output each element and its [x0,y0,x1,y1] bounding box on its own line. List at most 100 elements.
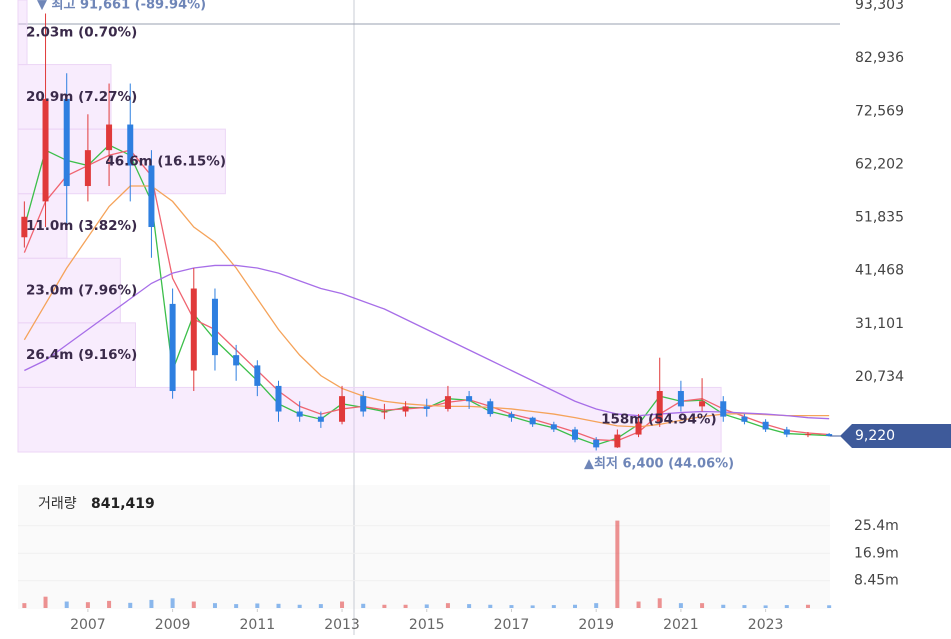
candle-body [677,391,684,407]
candle-body [762,421,769,430]
volume-bar [657,598,662,608]
volume-bar [361,603,366,608]
volume-bar [615,520,620,608]
x-tick-label: 2021 [663,617,699,633]
volume-tick-label: 25.4m [854,518,899,534]
profile-label: 26.4m (9.16%) [26,347,137,363]
profile-label: 20.9m (7.27%) [26,89,137,105]
volume-bar [170,598,175,608]
x-tick-label: 2013 [324,617,360,633]
candle-body [296,411,303,417]
candle-body [699,401,706,407]
volume-bar [467,604,472,608]
volume-tick-label: 8.45m [854,573,899,589]
candle-body [317,416,324,422]
volume-bar [551,605,556,608]
volume-current: 841,419 [91,496,155,512]
volume-bar [403,604,408,608]
volume-bar [827,605,832,608]
candle-body [635,421,642,435]
volume-bars [22,520,832,608]
candle-body [63,98,70,187]
volume-bar [234,604,239,608]
candle-body [508,414,515,418]
volume-bar [191,601,196,608]
volume-bar [805,604,810,608]
candle-body [826,434,833,437]
volume-bar [573,604,578,608]
profile-bar [17,257,121,324]
volume-tick-label: 16.9m [854,545,899,561]
x-tick-label: 2023 [748,617,784,633]
candle-body [550,424,557,430]
volume-bar [530,605,535,608]
volume-bar [763,605,768,608]
volume-bar [784,605,789,608]
candle-body [529,417,536,425]
volume-title: 거래량 [38,496,77,512]
volume-bar [742,605,747,608]
volume-bar [445,603,450,608]
candle-body [106,124,113,151]
candle-body [466,396,473,402]
y-tick-label: 62,202 [855,156,904,172]
volume-bar [509,605,514,608]
candle-body [190,288,197,371]
candle-body [402,406,409,412]
volume-bar [594,603,599,608]
volume-bar [678,603,683,608]
volume-bar [43,596,48,608]
y-tick-label: 41,468 [855,263,904,279]
volume-panel-bg [18,485,830,609]
profile-label: 2.03m (0.70%) [26,24,137,40]
profile-bar [17,322,136,388]
volume-bar [488,604,493,608]
y-tick-label: 51,835 [855,210,904,226]
x-tick-label: 2007 [70,617,106,633]
profile-bar [17,0,28,66]
profile-bar [17,128,226,195]
low-annotation: ▲최저 6,400 (44.06%) [584,457,734,472]
y-tick-label: 20,734 [855,369,904,385]
candle-body [593,439,600,448]
candle-body [360,396,367,412]
y-tick-label: 31,101 [855,316,904,332]
volume-bar [636,601,641,608]
candle-body [487,401,494,415]
volume-bar [255,603,260,608]
x-tick-label: 2019 [578,617,614,633]
x-tick-label: 2009 [155,617,191,633]
last-price-badge [840,424,951,449]
volume-bar [700,603,705,608]
x-tick-label: 2015 [409,617,445,633]
profile-label: 158m (54.94%) [601,412,717,428]
high-annotation: ▼ 최고 91,661 (-89.94%) [37,0,206,13]
grid [18,525,830,612]
candle-body [84,150,91,187]
x-tick-label: 2017 [494,617,530,633]
volume-bar [85,602,90,608]
volume-bar [721,604,726,608]
volume-bar [22,603,27,608]
last-price-label: 9,220 [855,428,895,444]
candle-body [339,396,346,422]
profile-label: 11.0m (3.82%) [26,218,137,234]
candle-body [741,416,748,422]
volume-bar [297,604,302,608]
candle-body [21,216,28,238]
labels: 93,303 82,936 72,569 62,202 51,835 41,468 31,1… [26,0,951,633]
candle-body [211,298,218,356]
volume-bar [424,604,429,608]
y-tick-label: 82,936 [855,50,904,66]
profile-label: 23.0m (7.96%) [26,283,137,299]
candle-body [423,406,430,409]
x-tick-label: 2011 [240,617,276,633]
volume-bar [340,601,345,608]
candle-body [42,98,49,202]
candle-body [169,303,176,392]
volume-bar [318,604,323,608]
candle-body [656,391,663,422]
candle-body [572,429,579,440]
